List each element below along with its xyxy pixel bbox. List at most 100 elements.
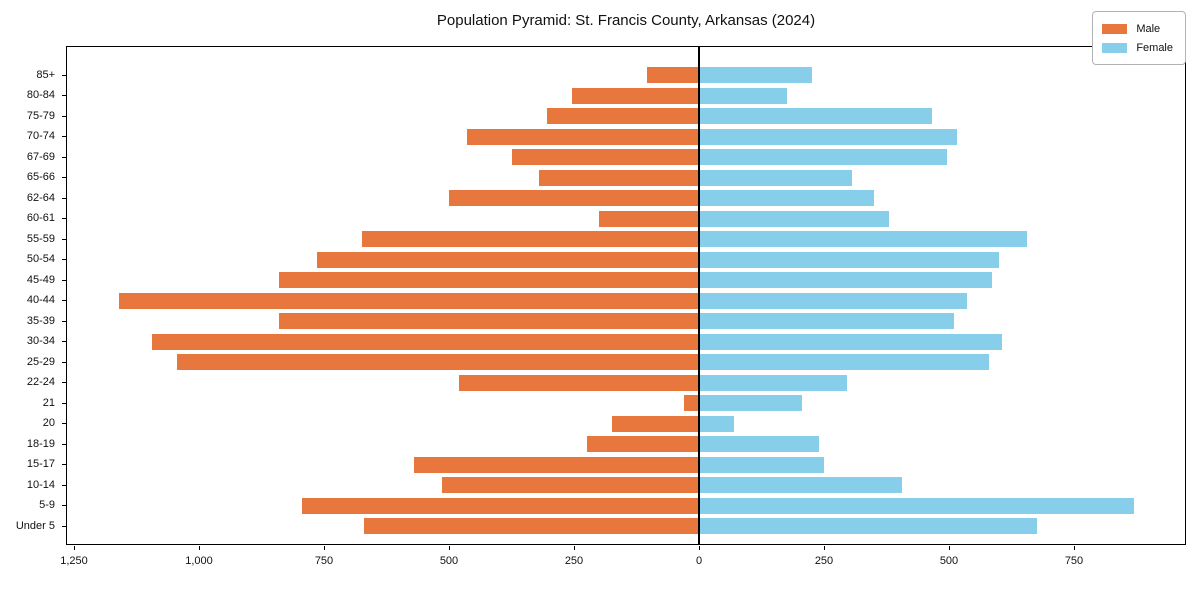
x-axis-label: 250 bbox=[564, 555, 584, 567]
legend-item-female: Female bbox=[1102, 38, 1173, 57]
y-tick-mark bbox=[62, 361, 66, 363]
female-bar-35-39 bbox=[699, 313, 954, 329]
male-bar-55-59 bbox=[361, 231, 699, 247]
chart-title: Population Pyramid: St. Francis County, … bbox=[436, 12, 816, 29]
male-bar-15-17 bbox=[414, 456, 699, 473]
male-bar-25-29 bbox=[176, 354, 699, 370]
female-bar-15-17 bbox=[699, 456, 824, 473]
y-tick-mark bbox=[62, 197, 66, 199]
x-tick-mark bbox=[323, 546, 325, 550]
y-axis-label: 40-44 bbox=[26, 294, 55, 306]
female-bar-5-9 bbox=[699, 497, 1134, 514]
y-axis-label: 70-74 bbox=[26, 130, 55, 142]
y-tick-mark bbox=[62, 279, 66, 281]
female-bar-65-66 bbox=[699, 169, 852, 186]
female-bar-67-69 bbox=[699, 149, 947, 165]
x-tick-mark bbox=[698, 546, 700, 550]
female-bar-under-5 bbox=[699, 518, 1037, 534]
male-series-swatch-icon bbox=[1102, 23, 1128, 34]
x-axis-label: 0 bbox=[695, 555, 703, 567]
male-bar-40-44 bbox=[119, 292, 699, 309]
y-axis-label: 10-14 bbox=[26, 478, 55, 491]
female-bar-80-84 bbox=[699, 87, 787, 104]
y-tick-mark bbox=[62, 238, 66, 240]
x-axis-label: 1,250 bbox=[60, 555, 88, 567]
x-axis-label: 500 bbox=[939, 555, 959, 567]
x-tick-mark bbox=[948, 546, 950, 550]
y-axis-label: 60-61 bbox=[26, 212, 55, 224]
female-bar-10-14 bbox=[699, 477, 902, 493]
y-tick-mark bbox=[62, 300, 66, 302]
x-tick-mark bbox=[448, 546, 450, 550]
male-bar-20 bbox=[611, 415, 699, 432]
female-bar-75-79 bbox=[699, 108, 932, 124]
y-axis-label: 5-9 bbox=[39, 499, 55, 511]
male-bar-85+ bbox=[646, 67, 699, 83]
female-bar-18-19 bbox=[699, 436, 819, 452]
male-bar-under-5 bbox=[364, 518, 699, 534]
y-tick-mark bbox=[62, 505, 66, 507]
male-bar-21 bbox=[684, 395, 699, 411]
y-tick-mark bbox=[62, 156, 66, 158]
y-axis-label: 18-19 bbox=[26, 437, 55, 450]
male-bar-35-39 bbox=[279, 313, 699, 329]
y-tick-mark bbox=[62, 115, 66, 117]
female-bar-45-49 bbox=[699, 272, 992, 288]
male-bar-67-69 bbox=[511, 149, 699, 165]
y-tick-mark bbox=[62, 423, 66, 425]
y-axis-label: 85+ bbox=[36, 68, 55, 81]
y-axis-label: 22-24 bbox=[26, 376, 55, 388]
x-axis-label: 750 bbox=[314, 555, 334, 567]
male-bar-62-64 bbox=[449, 190, 699, 206]
y-tick-mark bbox=[62, 177, 66, 179]
y-axis-label: 45-49 bbox=[26, 273, 55, 286]
male-bar-5-9 bbox=[301, 497, 699, 514]
legend-label-female: Female bbox=[1136, 41, 1173, 54]
male-bar-75-79 bbox=[546, 108, 699, 124]
male-bar-18-19 bbox=[586, 436, 699, 452]
zero-axis-line bbox=[698, 47, 700, 544]
y-tick-mark bbox=[62, 136, 66, 138]
female-bar-30-34 bbox=[699, 333, 1002, 350]
legend-label-male: Male bbox=[1136, 22, 1161, 35]
y-tick-mark bbox=[62, 443, 66, 445]
male-bar-65-66 bbox=[539, 169, 699, 186]
female-series-swatch-icon bbox=[1102, 42, 1128, 53]
male-bar-60-61 bbox=[599, 210, 699, 227]
y-tick-mark bbox=[62, 525, 66, 527]
x-tick-mark bbox=[573, 546, 575, 550]
male-bar-50-54 bbox=[316, 251, 699, 268]
y-tick-mark bbox=[62, 320, 66, 322]
female-bar-70-74 bbox=[699, 128, 957, 145]
female-bar-62-64 bbox=[699, 190, 874, 206]
y-axis-label: 15-17 bbox=[26, 458, 55, 470]
female-bar-55-59 bbox=[699, 231, 1027, 247]
y-axis-label: 30-34 bbox=[26, 335, 55, 347]
y-axis-label: Under 5 bbox=[15, 519, 55, 532]
y-axis-label: 65-66 bbox=[26, 171, 55, 183]
x-axis-label: 1,000 bbox=[185, 555, 213, 567]
y-tick-mark bbox=[62, 259, 66, 261]
y-axis-label: 55-59 bbox=[26, 232, 55, 245]
y-axis-label: 20 bbox=[42, 417, 55, 429]
legend-item-male: Male bbox=[1102, 19, 1173, 38]
male-bar-80-84 bbox=[571, 87, 699, 104]
y-axis-label: 25-29 bbox=[26, 355, 55, 368]
female-bar-22-24 bbox=[699, 374, 847, 391]
y-axis-label: 21 bbox=[42, 396, 55, 409]
y-tick-mark bbox=[62, 95, 66, 97]
y-axis-label: 80-84 bbox=[26, 89, 55, 101]
female-bar-21 bbox=[699, 395, 802, 411]
female-bar-60-61 bbox=[699, 210, 889, 227]
female-bar-40-44 bbox=[699, 292, 967, 309]
x-axis-label: 250 bbox=[814, 555, 834, 567]
y-axis-label: 62-64 bbox=[26, 191, 55, 204]
x-tick-mark bbox=[823, 546, 825, 550]
y-tick-mark bbox=[62, 402, 66, 404]
x-tick-mark bbox=[198, 546, 200, 550]
x-axis-label: 750 bbox=[1064, 555, 1084, 567]
x-tick-mark bbox=[73, 546, 75, 550]
female-bar-25-29 bbox=[699, 354, 989, 370]
y-tick-mark bbox=[62, 74, 66, 76]
y-tick-mark bbox=[62, 464, 66, 466]
